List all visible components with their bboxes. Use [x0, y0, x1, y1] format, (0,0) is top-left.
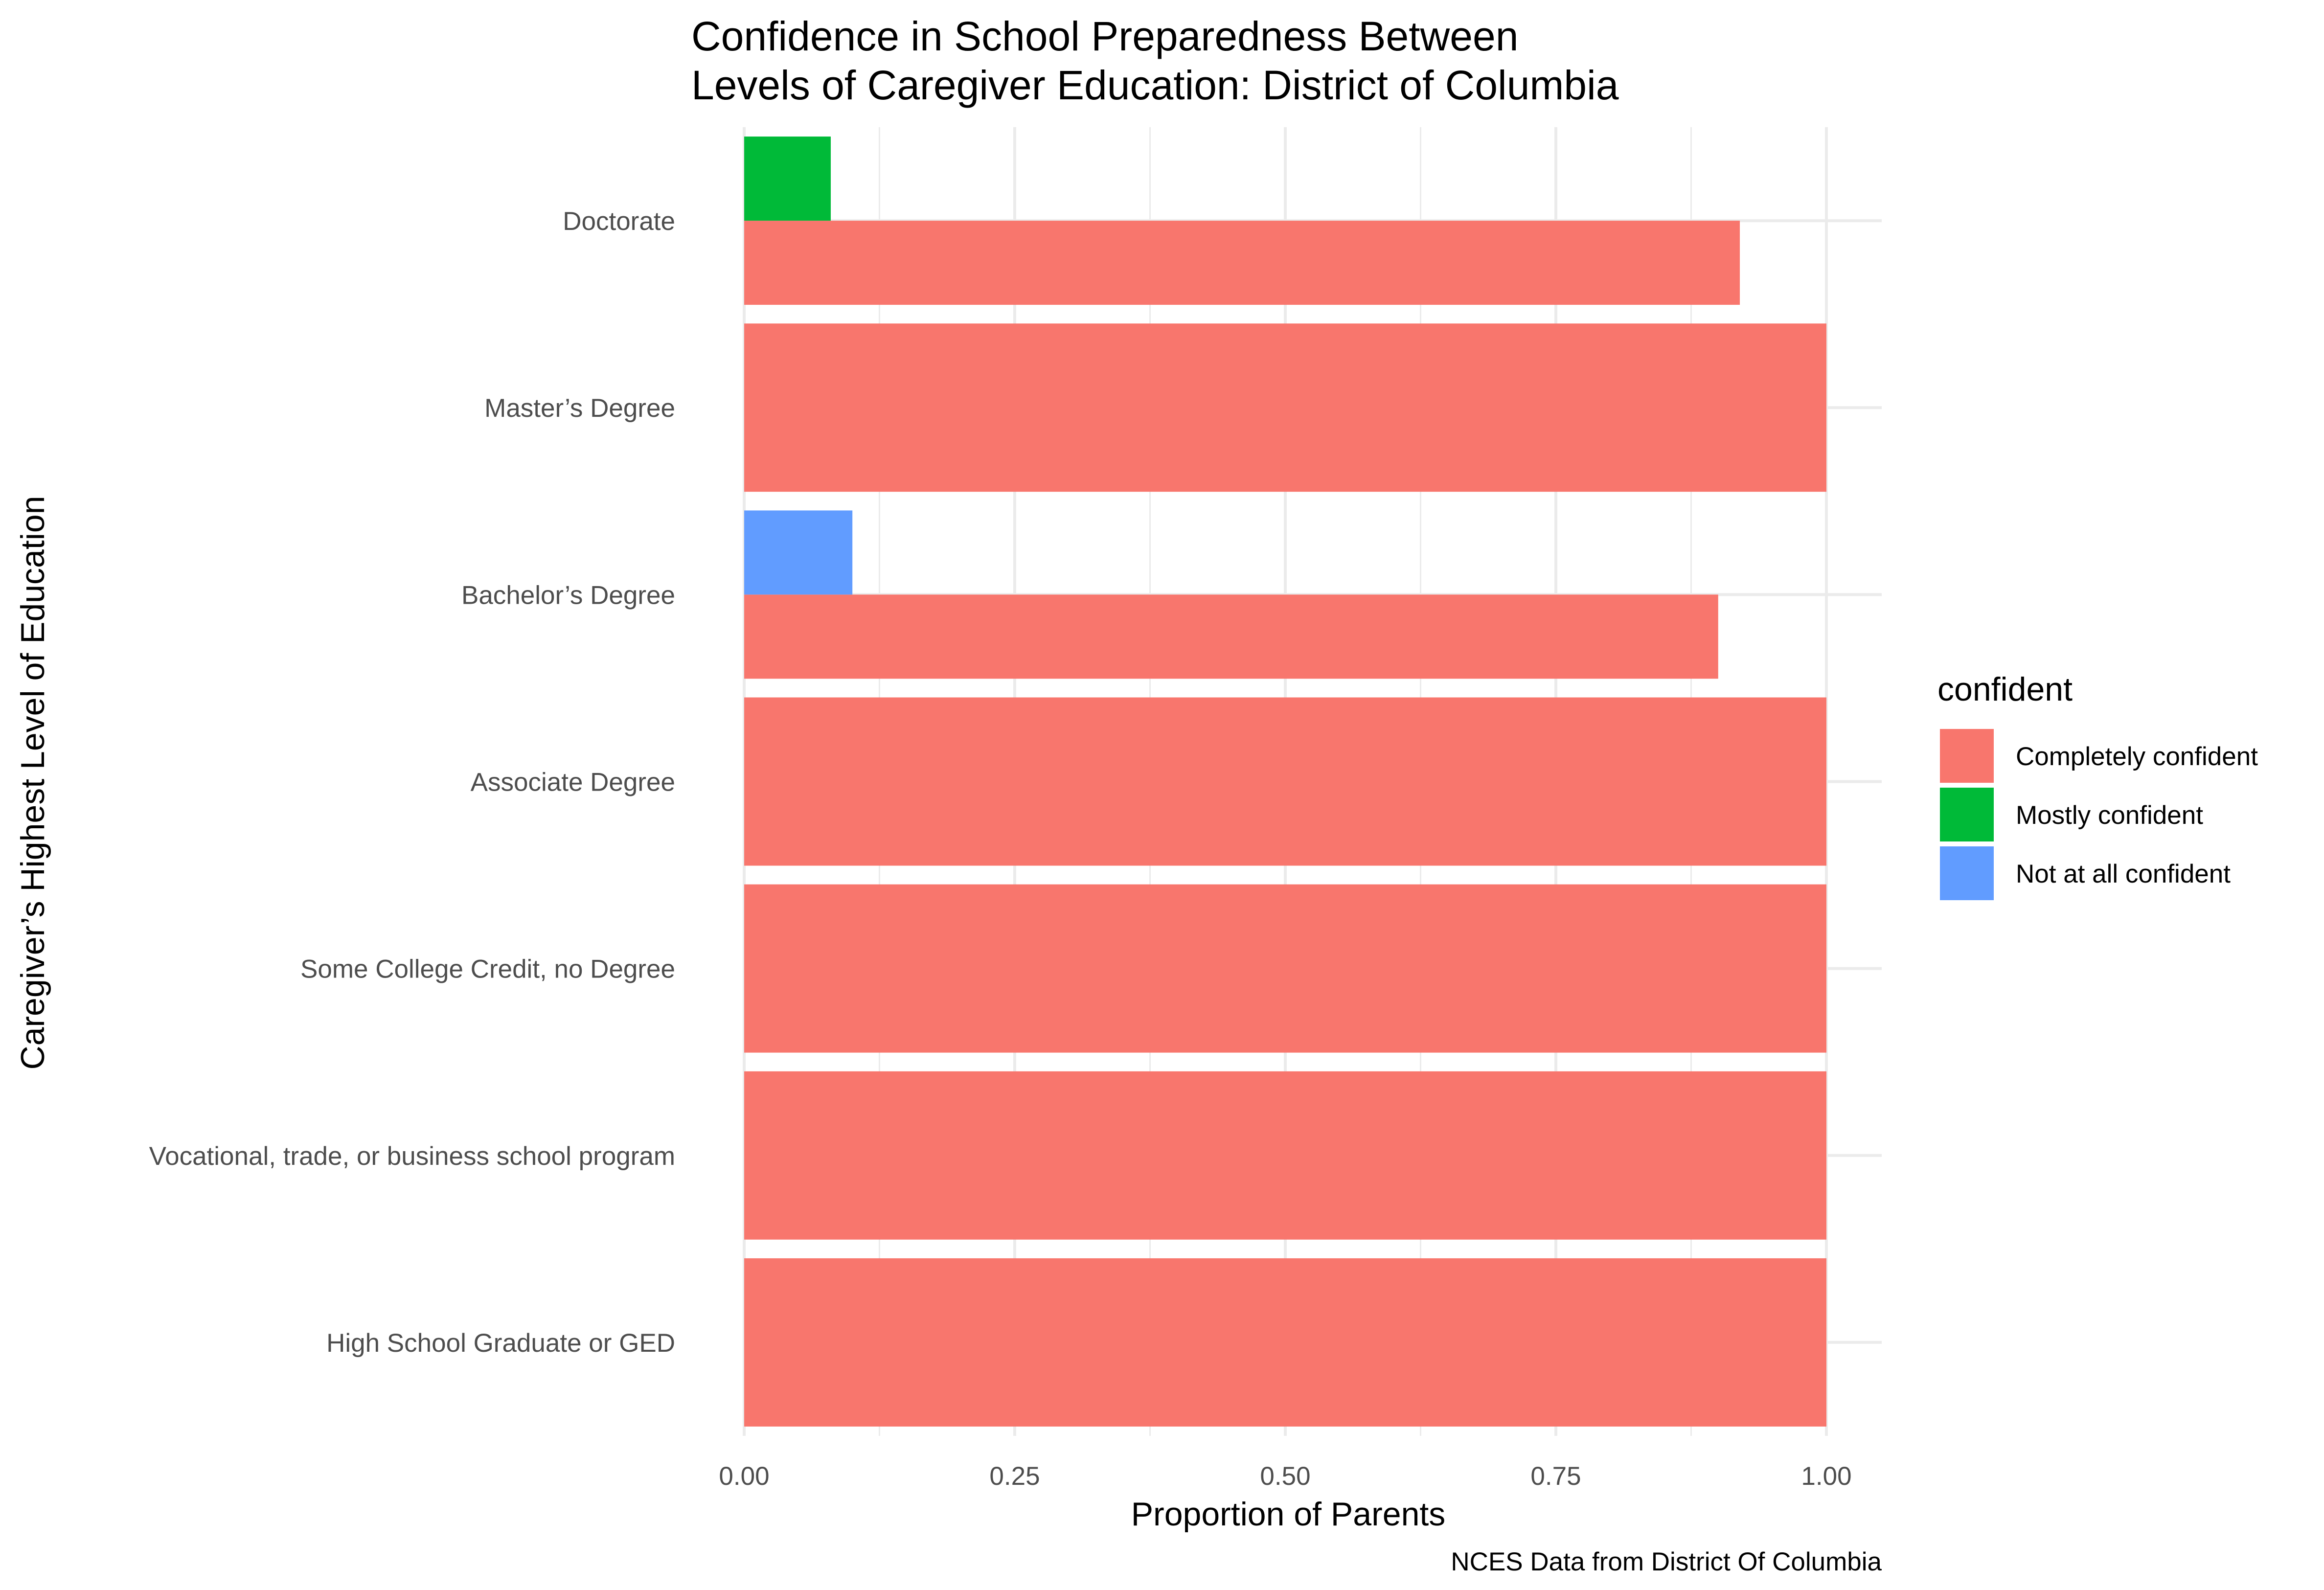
legend-key	[1940, 729, 1994, 783]
y-tick-label: Associate Degree	[471, 768, 675, 797]
bar-completely-confident	[744, 594, 1718, 679]
legend-key	[1940, 846, 1994, 900]
x-tick-label: 0.75	[1530, 1462, 1581, 1491]
bar-completely-confident	[744, 1258, 1826, 1427]
chart-title: Confidence in School Preparedness Betwee…	[691, 13, 1619, 108]
bars	[744, 136, 1826, 1427]
y-axis-tick-labels: Doctorate Master’s Degree Bachelor’s Degre…	[149, 207, 675, 1358]
y-tick-label: Vocational, trade, or business school pr…	[149, 1142, 675, 1171]
bar-completely-confident	[744, 884, 1826, 1053]
bar-completely-confident	[744, 221, 1740, 305]
bar-completely-confident	[744, 323, 1826, 492]
y-tick-label: Doctorate	[563, 207, 675, 236]
chart-title-line: Confidence in School Preparedness Betwee…	[691, 13, 1518, 59]
x-tick-label: 0.25	[989, 1462, 1040, 1491]
legend: confident Completely confident Mostly con…	[1937, 671, 2258, 900]
bar-not-at-all-confident	[744, 510, 853, 595]
legend-title: confident	[1937, 671, 2073, 708]
x-axis-title: Proportion of Parents	[1131, 1496, 1446, 1533]
y-tick-label: High School Graduate or GED	[326, 1329, 675, 1358]
y-tick-label: Master’s Degree	[484, 394, 675, 423]
x-tick-label: 1.00	[1801, 1462, 1851, 1491]
chart-caption: NCES Data from District Of Columbia	[1451, 1547, 1882, 1576]
x-axis-tick-labels: 0.00 0.25 0.50 0.75 1.00	[719, 1462, 1851, 1491]
x-tick-label: 0.00	[719, 1462, 769, 1491]
legend-label: Mostly confident	[2016, 801, 2203, 830]
bar-completely-confident	[744, 697, 1826, 866]
chart-title-line: Levels of Caregiver Education: District …	[691, 62, 1619, 108]
legend-label: Completely confident	[2016, 742, 2258, 771]
legend-key	[1940, 788, 1994, 841]
y-axis-title: Caregiver’s Highest Level of Education	[14, 496, 51, 1069]
bar-mostly-confident	[744, 136, 831, 221]
legend-label: Not at all confident	[2016, 860, 2231, 888]
bar-completely-confident	[744, 1071, 1826, 1240]
y-tick-label: Bachelor’s Degree	[461, 581, 675, 610]
y-tick-label: Some College Credit, no Degree	[300, 955, 675, 984]
x-tick-label: 0.50	[1260, 1462, 1310, 1491]
